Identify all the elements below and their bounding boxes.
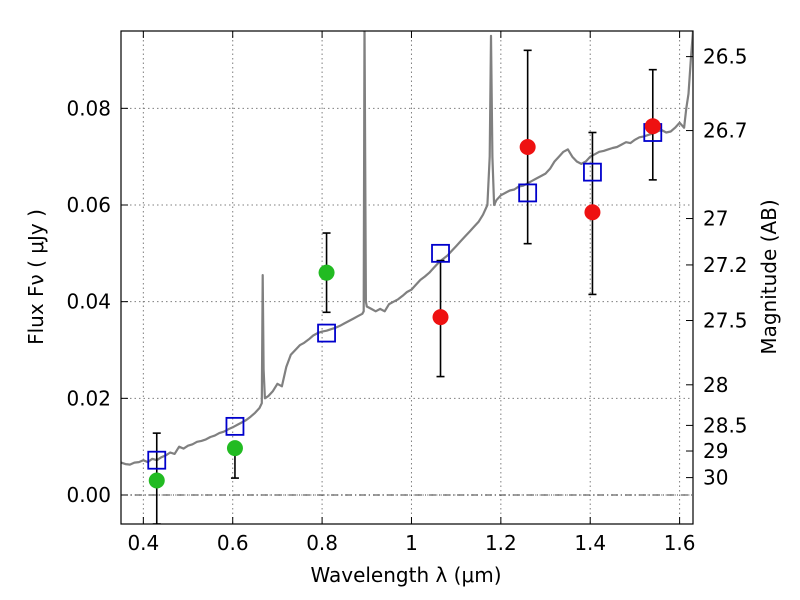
right-tick-label: 26.5	[703, 45, 748, 69]
right-tick-label: 26.7	[703, 119, 748, 143]
right-tick-label: 27.5	[703, 309, 748, 333]
model-flux-box	[431, 243, 450, 263]
detection-point-red	[519, 139, 536, 155]
x-tick-label: 1.2	[485, 531, 517, 555]
y-tick-label: 0.06	[66, 193, 111, 217]
detection-point-red	[644, 118, 661, 135]
x-tick-label: 1.6	[664, 531, 696, 555]
x-tick-label: 1	[405, 531, 418, 555]
right-tick-label: 27.2	[703, 253, 748, 277]
detection-point-green	[318, 264, 335, 281]
detection-point-green	[148, 472, 165, 489]
right-tick-label: 30	[703, 466, 728, 490]
right-tick-label: 28	[703, 373, 728, 397]
x-tick-label: 1.4	[574, 531, 606, 555]
model-flux-box	[225, 416, 245, 436]
x-tick-label: 0.6	[217, 531, 249, 555]
sed-spectrum-line	[121, 31, 693, 466]
x-tick-label: 0.8	[306, 531, 338, 555]
detection-point-green	[226, 440, 243, 457]
detection-point-red	[432, 309, 449, 326]
x-axis-label: Wavelength λ (μm)	[310, 563, 501, 587]
y-tick-label: 0.00	[66, 483, 111, 507]
model-flux-box	[317, 323, 336, 343]
model-flux-box	[583, 162, 602, 182]
right-axis-label: Magnitude (AB)	[757, 199, 781, 354]
model-flux-box	[518, 183, 538, 203]
plot-area	[121, 31, 693, 524]
y-tick-label: 0.04	[66, 290, 111, 314]
detection-point-red	[584, 204, 601, 221]
right-tick-label: 28.5	[703, 413, 748, 437]
grid	[121, 31, 693, 524]
plot-frame	[120, 30, 694, 525]
y-tick-label: 0.08	[66, 96, 111, 120]
right-tick-label: 27	[703, 207, 728, 231]
axis-ticks: 0.4 0.6 0.8 1 1.2 1.4 1.6 0.00 0.02 0.04 0.06 0.08 2…	[66, 31, 748, 555]
x-tick-label: 0.4	[127, 531, 159, 555]
y-axis-label: Flux Fν ( μJy )	[24, 209, 48, 345]
y-tick-label: 0.02	[66, 386, 111, 410]
model-flux-box	[147, 450, 167, 470]
right-tick-label: 29	[703, 439, 728, 463]
